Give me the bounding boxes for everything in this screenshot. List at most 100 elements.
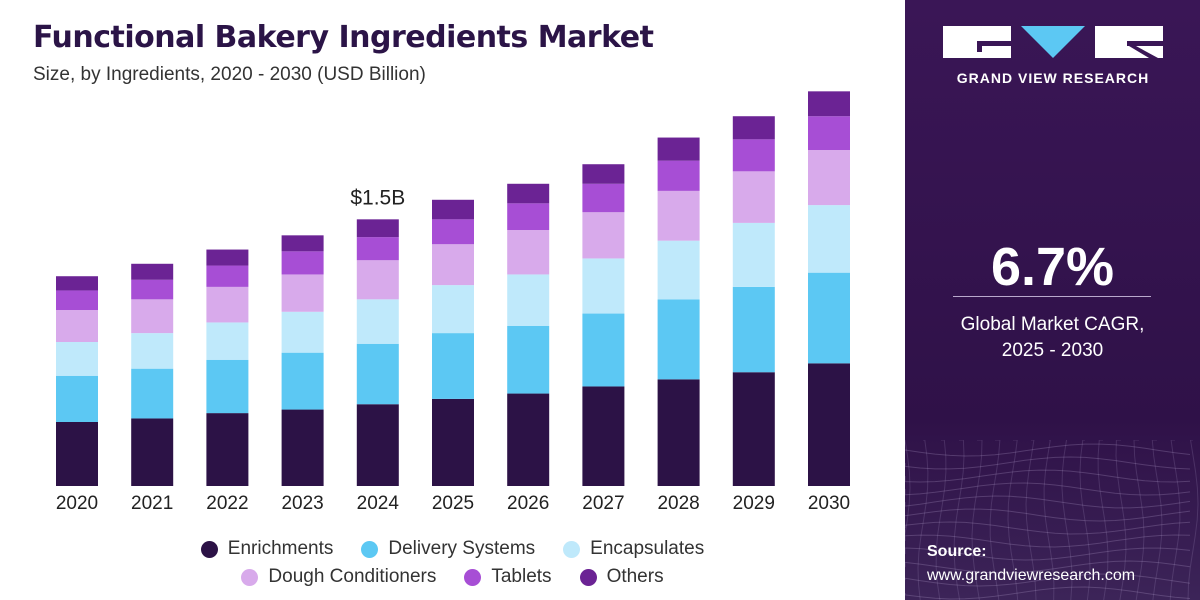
bar-segment-tablets-2020 — [56, 290, 98, 310]
divider — [953, 296, 1151, 297]
bar-segment-others-2026 — [507, 183, 550, 204]
bar-segment-enrichments-2029 — [732, 372, 775, 486]
mesh-line — [1007, 440, 1019, 600]
chart-subtitle: Size, by Ingredients, 2020 - 2030 (USD B… — [33, 64, 426, 85]
bar-segment-enrichments-2023 — [281, 409, 324, 486]
bar-segment-delivery-systems-2026 — [507, 326, 550, 394]
x-tick-label-2023: 2023 — [281, 493, 323, 514]
bar-segment-others-2022 — [206, 249, 249, 266]
bar-segment-delivery-systems-2025 — [432, 333, 474, 399]
decorative-mesh — [905, 440, 1199, 600]
legend-label-enrichments: Enrichments — [227, 538, 334, 559]
bar-segment-enrichments-2025 — [432, 398, 474, 486]
chart-legend: Enrichments Delivery Systems Encapsulates D… — [0, 535, 905, 591]
bar-segment-encapsulates-2027 — [582, 258, 625, 314]
mesh-line — [1025, 440, 1037, 600]
bar-segment-delivery-systems-2020 — [56, 375, 98, 422]
legend-item-others: Others — [579, 566, 664, 588]
x-tick-label-2024: 2024 — [357, 493, 400, 514]
mesh-line — [1187, 440, 1199, 600]
mesh-line — [971, 440, 983, 600]
mesh-line — [1043, 440, 1055, 600]
bar-segment-encapsulates-2021 — [131, 333, 174, 369]
mesh-line — [905, 573, 1191, 587]
bar-segment-others-2029 — [732, 116, 775, 140]
gvr-logo-mark-icon — [943, 26, 1163, 58]
mesh-line — [1097, 440, 1109, 600]
bar-segment-tablets-2029 — [732, 139, 775, 172]
bar-segment-encapsulates-2024 — [356, 299, 399, 344]
x-tick-label-2020: 2020 — [56, 493, 98, 514]
legend-swatch-tablets — [464, 568, 482, 586]
bar-segment-enrichments-2028 — [657, 379, 700, 486]
bar-segment-encapsulates-2026 — [507, 274, 550, 326]
bar-segment-tablets-2028 — [657, 160, 700, 191]
x-tick-label-2026: 2026 — [507, 493, 549, 514]
mesh-line — [935, 440, 947, 600]
bar-segment-others-2023 — [281, 235, 324, 252]
bar-segment-delivery-systems-2027 — [582, 313, 625, 387]
chart-title: Functional Bakery Ingredients Market — [33, 20, 654, 55]
cagr-label-line1: Global Market CAGR, — [960, 314, 1145, 335]
bar-segment-encapsulates-2022 — [206, 322, 249, 360]
mesh-line — [1133, 440, 1145, 600]
bar-segment-dough-conditioners-2022 — [206, 286, 249, 323]
bar-segment-encapsulates-2028 — [657, 240, 700, 300]
bar-segment-tablets-2022 — [206, 265, 249, 287]
legend-label-tablets: Tablets — [491, 566, 552, 587]
x-tick-label-2029: 2029 — [733, 493, 775, 514]
bar-segment-dough-conditioners-2021 — [131, 299, 174, 334]
mesh-line — [905, 508, 1191, 522]
bar-segment-others-2024 — [356, 219, 399, 238]
mesh-line — [905, 482, 1191, 496]
bar-segment-tablets-2024 — [356, 237, 399, 261]
mesh-line — [905, 547, 1191, 561]
bar-segment-dough-conditioners-2023 — [281, 274, 324, 312]
legend-label-encapsulates: Encapsulates — [590, 538, 705, 559]
bar-segment-dough-conditioners-2027 — [582, 212, 625, 259]
mesh-line — [1169, 440, 1181, 600]
mesh-line — [917, 440, 929, 600]
bar-segment-encapsulates-2029 — [732, 222, 775, 287]
mesh-line — [1151, 440, 1163, 600]
mesh-line — [905, 495, 1191, 509]
mesh-line — [1061, 440, 1073, 600]
bar-segment-tablets-2025 — [432, 219, 474, 245]
legend-item-encapsulates: Encapsulates — [563, 538, 704, 560]
bar-segment-delivery-systems-2024 — [356, 343, 399, 405]
bar-segment-others-2025 — [432, 199, 474, 220]
mesh-line — [905, 534, 1191, 548]
bar-segment-others-2030 — [808, 91, 850, 117]
bar-segment-dough-conditioners-2020 — [56, 310, 98, 342]
legend-row: Dough Conditioners Tablets Others — [0, 563, 905, 591]
cagr-label: Global Market CAGR, 2025 - 2030 — [905, 312, 1200, 364]
bar-segment-enrichments-2021 — [131, 418, 174, 486]
legend-item-tablets: Tablets — [464, 566, 552, 588]
bar-segment-delivery-systems-2022 — [206, 359, 249, 414]
legend-swatch-encapsulates — [563, 540, 581, 558]
legend-label-delivery-systems: Delivery Systems — [388, 538, 536, 559]
bar-segment-encapsulates-2030 — [808, 205, 850, 273]
source-link[interactable]: www.grandviewresearch.com — [927, 567, 1136, 584]
mesh-line — [1115, 440, 1127, 600]
legend-label-dough-conditioners: Dough Conditioners — [268, 566, 437, 587]
gvr-logo: GRAND VIEW RESEARCH — [943, 24, 1163, 86]
bar-segment-delivery-systems-2028 — [657, 299, 700, 380]
x-tick-label-2022: 2022 — [206, 493, 248, 514]
source-label: Source: — [927, 543, 987, 560]
legend-swatch-others — [579, 568, 597, 586]
bar-segment-dough-conditioners-2029 — [732, 171, 775, 223]
legend-swatch-enrichments — [200, 540, 218, 558]
cagr-label-line2: 2025 - 2030 — [1001, 340, 1104, 361]
mesh-line — [905, 560, 1191, 574]
legend-item-delivery-systems: Delivery Systems — [361, 538, 535, 560]
bar-segment-others-2028 — [657, 137, 700, 161]
bar-segment-encapsulates-2020 — [56, 342, 98, 376]
bar-segment-delivery-systems-2029 — [732, 286, 775, 373]
bar-segment-enrichments-2022 — [206, 413, 249, 486]
bar-segment-enrichments-2024 — [356, 404, 399, 486]
bar-segment-tablets-2027 — [582, 183, 625, 213]
legend-swatch-dough-conditioners — [241, 568, 259, 586]
bar-segment-others-2027 — [582, 164, 625, 184]
stacked-bar-chart: 2020 2021 2022 2023 2024 2025 2026 2027 2028 2029… — [56, 91, 850, 514]
